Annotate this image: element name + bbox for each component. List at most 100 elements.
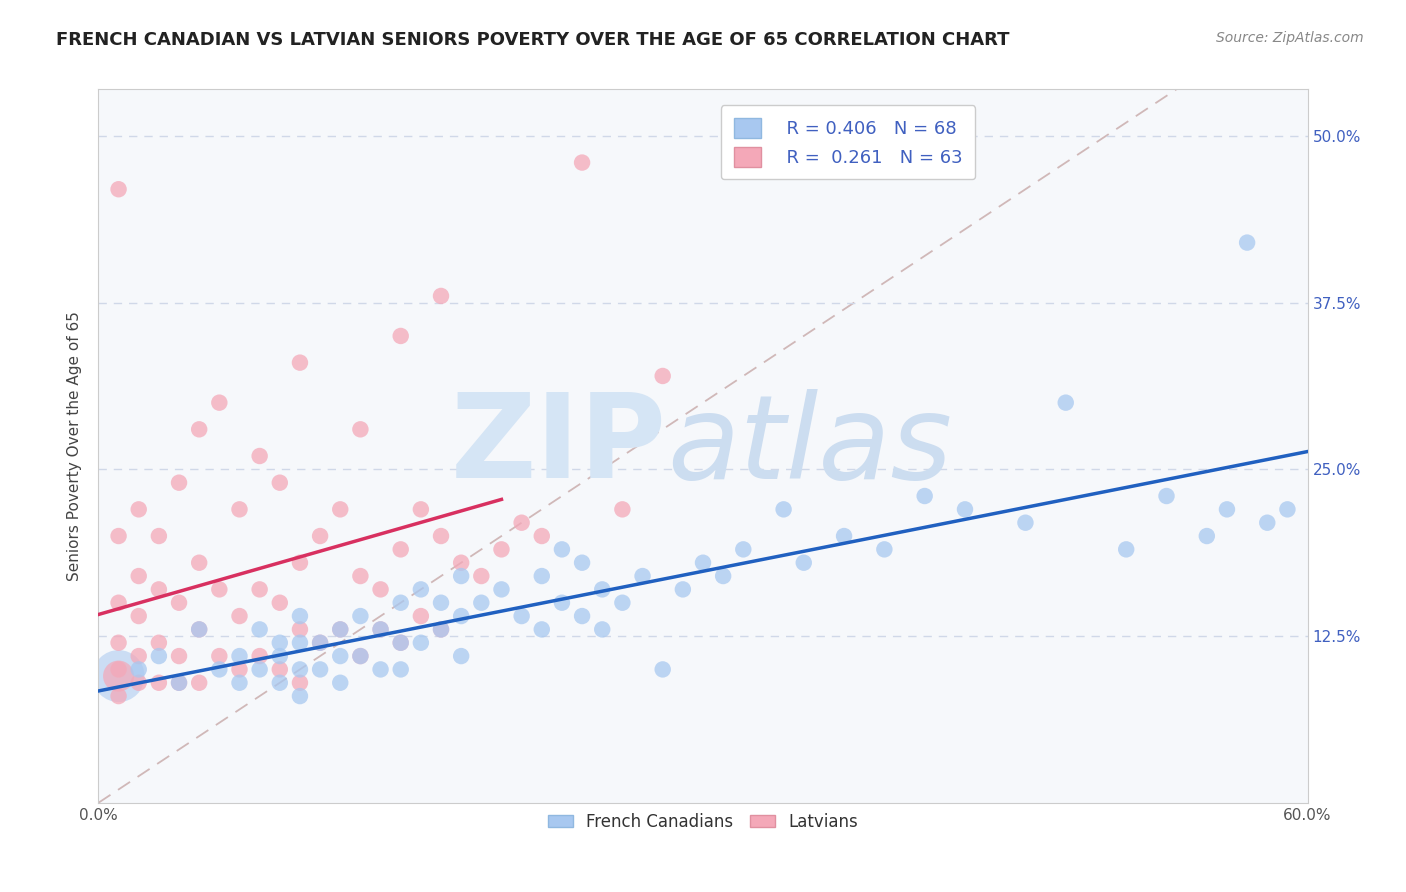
Point (269, 675, 291, 690)
Point (530, 569, 553, 583)
Point (107, 182, 129, 196)
Point (309, 662, 332, 676)
Point (914, 489, 936, 503)
Point (450, 556, 472, 570)
Point (772, 502, 794, 516)
Point (128, 649, 150, 664)
Point (107, 669, 129, 683)
Point (470, 569, 492, 583)
Point (288, 636, 311, 650)
Point (128, 609, 150, 624)
Point (288, 356, 311, 370)
Point (692, 556, 714, 570)
Point (389, 636, 412, 650)
Point (208, 649, 231, 664)
Point (510, 609, 533, 624)
Point (651, 368, 673, 383)
Point (370, 662, 392, 676)
Point (249, 582, 271, 597)
Point (409, 636, 432, 650)
Point (228, 675, 250, 690)
Point (167, 675, 190, 690)
Point (329, 623, 352, 637)
Point (128, 502, 150, 516)
Point (309, 636, 332, 650)
Point (631, 569, 654, 583)
Point (1115, 542, 1137, 557)
Point (288, 623, 311, 637)
Point (1156, 489, 1178, 503)
Point (349, 649, 371, 664)
Point (711, 569, 734, 583)
Point (148, 649, 170, 664)
Point (249, 649, 271, 664)
Point (167, 649, 190, 664)
Point (409, 582, 432, 597)
Point (107, 669, 129, 683)
Point (148, 582, 170, 597)
Point (349, 422, 371, 436)
Point (288, 609, 311, 624)
Point (1195, 529, 1218, 543)
Point (1014, 516, 1036, 530)
Point (430, 596, 453, 610)
Point (128, 662, 150, 676)
Point (329, 623, 352, 637)
Point (491, 542, 513, 557)
Text: atlas: atlas (666, 389, 952, 503)
Point (571, 609, 593, 624)
Point (249, 449, 271, 463)
Point (571, 556, 593, 570)
Point (430, 623, 453, 637)
Point (793, 556, 815, 570)
Point (269, 596, 291, 610)
Point (1236, 235, 1258, 250)
Point (551, 542, 574, 557)
Point (1277, 502, 1299, 516)
Point (269, 662, 291, 676)
Point (148, 675, 170, 690)
Point (349, 609, 371, 624)
Point (188, 623, 211, 637)
Legend: French Canadians, Latvians: French Canadians, Latvians (541, 806, 865, 838)
Point (107, 596, 129, 610)
Point (510, 516, 533, 530)
Point (1216, 502, 1239, 516)
Point (953, 502, 976, 516)
Point (228, 502, 250, 516)
Point (288, 556, 311, 570)
Point (370, 623, 392, 637)
Point (389, 329, 412, 343)
Point (269, 636, 291, 650)
Text: ZIP: ZIP (451, 389, 666, 503)
Point (148, 529, 170, 543)
Point (269, 475, 291, 490)
Point (228, 649, 250, 664)
Point (249, 623, 271, 637)
Point (409, 502, 432, 516)
Point (288, 675, 311, 690)
Point (1054, 395, 1077, 409)
Point (430, 623, 453, 637)
Point (370, 623, 392, 637)
Point (208, 662, 231, 676)
Point (228, 609, 250, 624)
Point (128, 675, 150, 690)
Point (309, 529, 332, 543)
Point (349, 569, 371, 583)
Point (591, 623, 613, 637)
Point (409, 609, 432, 624)
Point (349, 649, 371, 664)
Point (329, 649, 352, 664)
Point (733, 542, 755, 557)
Point (107, 689, 129, 703)
Point (430, 529, 453, 543)
Point (571, 155, 593, 169)
Point (167, 675, 190, 690)
Point (167, 475, 190, 490)
Point (651, 662, 673, 676)
Point (430, 289, 453, 303)
Point (309, 636, 332, 650)
Point (450, 649, 472, 664)
Point (188, 556, 211, 570)
